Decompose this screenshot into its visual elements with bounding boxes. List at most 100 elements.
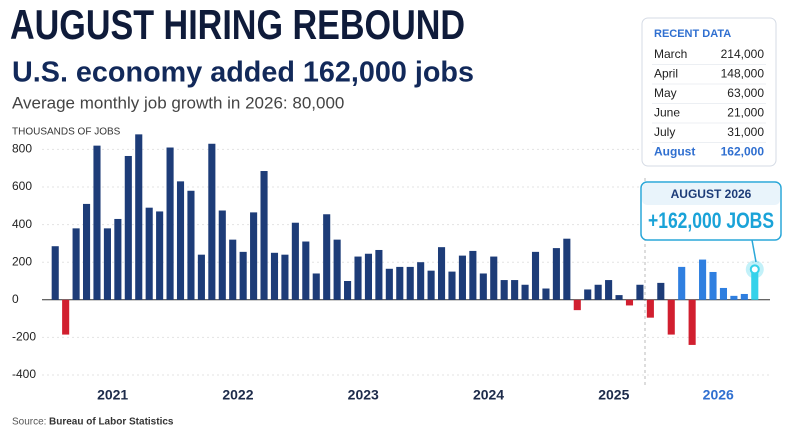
bar [688, 299, 696, 345]
bar [657, 282, 665, 300]
bar [103, 228, 111, 300]
bar [145, 207, 153, 300]
table-value: 148,000 [721, 67, 765, 81]
bar [312, 273, 320, 300]
bar [615, 295, 623, 300]
x-tick-label: 2023 [348, 387, 379, 403]
bar [239, 251, 247, 300]
table-month: July [654, 125, 675, 139]
bar [375, 249, 383, 300]
table-value: 21,000 [727, 106, 764, 120]
bar [458, 255, 466, 300]
chart-title: AUGUST HIRING REBOUND [10, 1, 465, 48]
y-axis-label: THOUSANDS OF JOBS [12, 127, 121, 138]
x-tick-label: 2021 [97, 387, 128, 403]
bar [605, 280, 613, 300]
x-tick-label: 2025 [598, 387, 629, 403]
bar [406, 266, 414, 300]
table-month: May [654, 86, 677, 100]
bar [281, 254, 289, 300]
table-value: 214,000 [721, 47, 765, 61]
bar [124, 155, 132, 300]
bar [333, 239, 341, 300]
bar [270, 252, 279, 300]
bar [72, 228, 80, 300]
bar [552, 248, 560, 300]
bar [479, 273, 487, 300]
bar [751, 269, 759, 300]
bar [625, 299, 634, 306]
table-title: RECENT DATA [654, 28, 731, 40]
bar [584, 289, 592, 300]
table-box [641, 17, 777, 167]
bar [511, 280, 519, 300]
bar [531, 251, 540, 300]
callout-title: AUGUST 2026 [671, 187, 752, 201]
bar [709, 271, 717, 300]
bar [678, 266, 686, 300]
x-tick-label: 2024 [473, 387, 504, 403]
bar [302, 241, 310, 300]
table: March 214,000 April 148,000 May 63,000 June 21,… [652, 47, 766, 159]
bar [291, 222, 299, 300]
callout-header [642, 183, 780, 205]
bar [542, 288, 550, 300]
bar [500, 280, 508, 300]
bar [699, 259, 707, 300]
y-tick-label: -200 [12, 330, 36, 344]
bar [636, 284, 644, 300]
bar [51, 246, 59, 300]
table-value: 31,000 [727, 125, 764, 139]
bar [197, 254, 205, 300]
bar [156, 211, 164, 300]
bar [646, 299, 654, 318]
bar [719, 287, 728, 300]
source: Bureau of Labor Statistics [49, 417, 174, 428]
bar [521, 284, 529, 300]
source-label: Source: [12, 417, 46, 428]
bar [740, 293, 748, 300]
y-tick-label: 0 [12, 292, 19, 306]
bar [364, 253, 373, 300]
table-value: 63,000 [727, 86, 764, 100]
callout-pointer [751, 239, 757, 263]
bar [396, 266, 404, 300]
y-tick-label: -400 [12, 367, 36, 381]
bar [82, 203, 91, 300]
y-tick-label: 600 [12, 179, 32, 193]
bar [385, 268, 393, 300]
bar [354, 256, 362, 300]
plot: -400 -200 0 200 400 600 800 2021 2022 2023 2024 202… [12, 134, 770, 403]
table-month: August [654, 145, 695, 159]
bar [667, 299, 675, 335]
bar [594, 284, 602, 300]
bar [573, 299, 581, 311]
bar [323, 214, 331, 300]
bar [417, 262, 425, 300]
bar [344, 281, 352, 300]
bar [260, 171, 268, 300]
bar [448, 271, 456, 300]
bar [490, 256, 498, 300]
bar [166, 147, 174, 300]
callout-text: +162,000 JOBS [648, 208, 774, 233]
bar [427, 270, 435, 300]
bar [437, 247, 446, 300]
table-month: March [654, 47, 687, 61]
bar [250, 212, 258, 300]
bar [730, 295, 738, 300]
bar [114, 218, 122, 300]
bar [176, 181, 185, 300]
bar [208, 143, 216, 300]
table-month: April [654, 67, 678, 81]
bar [135, 134, 143, 300]
bar [563, 238, 571, 300]
y-tick-label: 400 [12, 217, 32, 231]
table-value: 162,000 [721, 145, 765, 159]
bar [229, 239, 237, 300]
y-tick-label: 800 [12, 142, 32, 156]
bar [62, 299, 70, 335]
bar [93, 145, 101, 300]
